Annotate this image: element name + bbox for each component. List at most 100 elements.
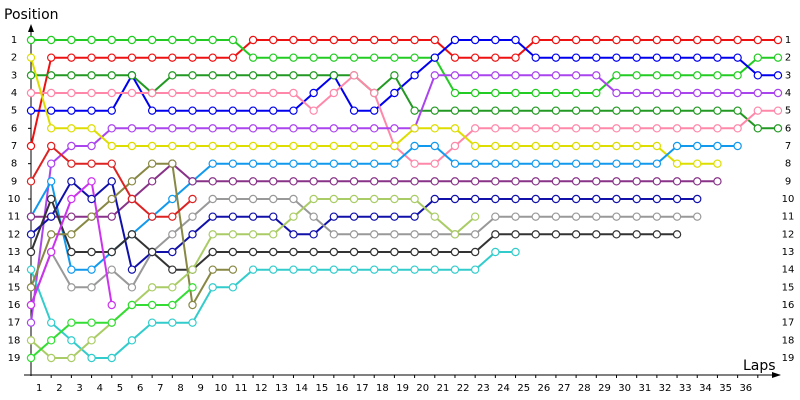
series-point [46,141,56,151]
series-point [551,88,561,98]
series-point [248,88,258,98]
series-point [450,35,460,45]
x-tick-label: 7 [157,383,163,394]
series-point [733,88,742,98]
series-point [693,159,702,168]
series-point [571,141,581,151]
series-point [450,88,460,98]
series-point [228,88,238,98]
series-point [168,141,177,151]
series-point [208,71,217,80]
series-point [773,88,783,98]
x-tick-label: 4 [97,383,103,394]
series-point [26,265,36,274]
series-point [430,194,439,204]
series-point [127,53,137,62]
series-point [349,159,359,168]
series-point [491,247,500,257]
series-point [228,247,238,257]
series-point [127,283,137,292]
y-tick-label: 1 [11,35,17,46]
series-point [228,230,238,239]
series-point [632,177,641,186]
series-point [269,53,278,62]
series-point [531,124,540,133]
series-point [370,53,379,62]
series-point [470,88,480,98]
series-point [26,141,36,151]
series-point [309,212,318,221]
series-point [652,88,662,98]
series-point [127,71,137,80]
x-tick-label: 9 [198,383,204,394]
series-point [67,283,76,292]
series-point [672,194,682,204]
series-point [269,230,278,239]
series-point [511,194,520,204]
series-point [632,53,641,62]
series-point [672,212,682,221]
series-point [168,159,177,168]
series-point [773,124,783,133]
series-point [147,247,157,257]
series-point [26,300,36,310]
series-point [289,212,298,221]
series-point [309,230,318,239]
series-point [87,247,96,257]
series-point [46,71,56,80]
y-tick-label: 9 [11,176,17,187]
series-point [349,35,359,45]
series-point [46,53,56,62]
y-tick-label-right: 2 [785,53,791,64]
series-point [551,35,561,45]
series-point [269,247,278,257]
series-point [168,194,177,204]
series-point [147,141,157,151]
series-point [228,194,238,204]
series-point [390,247,399,257]
y-tick-label-right: 18 [782,335,795,346]
series-point [228,53,238,62]
series-point [430,177,439,186]
series-point [470,141,480,151]
series-point [450,124,460,133]
series-point [511,71,520,80]
series-point [188,35,197,45]
series-point [208,283,217,292]
series-point [733,124,742,133]
series-point [470,71,480,80]
series-point [87,177,96,186]
series-point [592,53,601,62]
series-point [127,141,137,151]
series-point [309,88,318,98]
series-point [733,35,742,45]
series-point [592,194,601,204]
series-point [67,53,76,62]
series-point [289,230,298,239]
series-point [612,230,621,239]
series-point [592,71,601,80]
series-point [309,106,318,115]
series-point [370,212,379,221]
y-tick-label-right: 14 [782,265,795,276]
series-point [107,88,116,98]
series-point [632,106,641,115]
y-tick-label-right: 4 [785,88,791,99]
series-point [511,88,520,98]
series-point [410,35,419,45]
series-point [470,247,480,257]
series-point [773,35,783,45]
series-point [107,53,116,62]
series-point [208,141,217,151]
series-point [430,141,439,151]
series-point [67,318,76,327]
y-tick-label-right: 13 [782,247,795,258]
series-point [693,194,702,204]
series-point [248,106,258,115]
x-tick-label: 26 [538,383,551,394]
series-point [269,35,278,45]
series-point [329,177,339,186]
series-point [672,71,682,80]
series-point [46,336,56,345]
series-point [329,194,339,204]
